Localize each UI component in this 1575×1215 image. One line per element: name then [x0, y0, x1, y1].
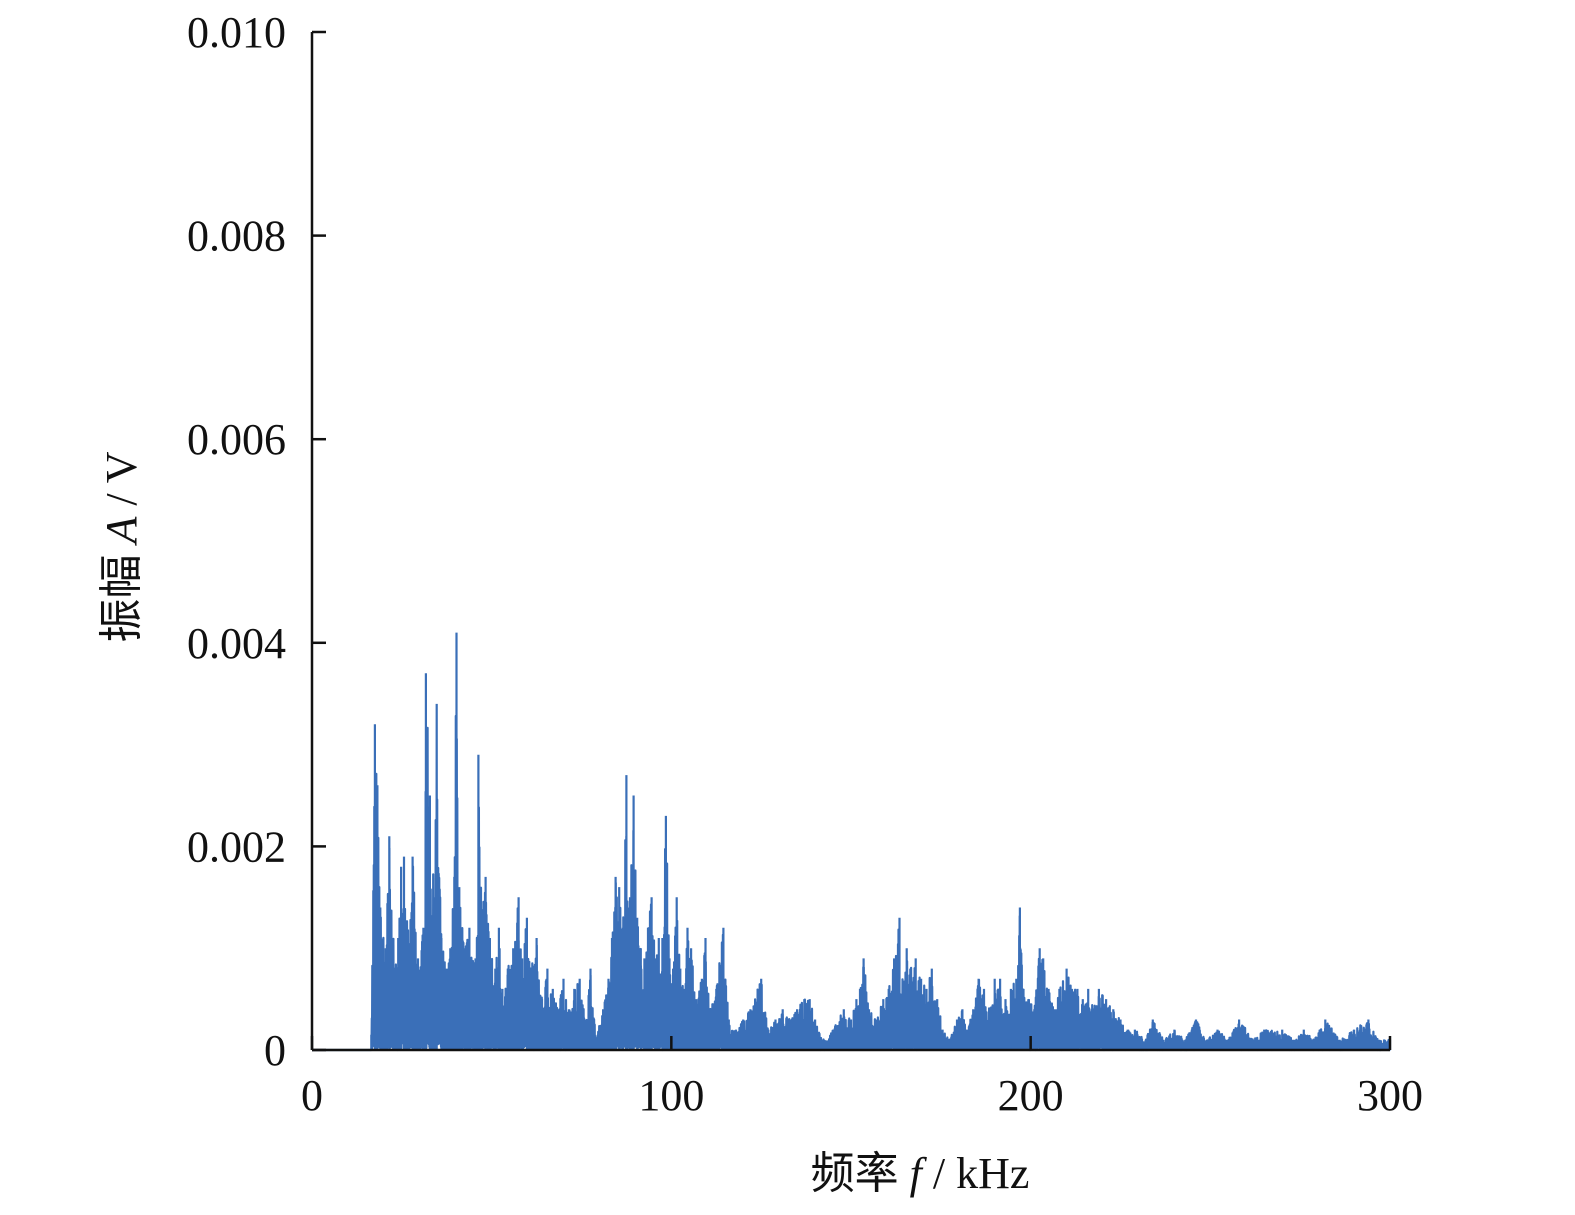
x-axis-title: 频率 f / kHz [811, 1152, 1030, 1196]
series-line-0 [312, 632, 1392, 1052]
y-axis-title-prefix: 振幅 [97, 543, 146, 643]
x-tick-label: 300 [1357, 1071, 1423, 1120]
y-tick-label: 0 [264, 1026, 286, 1075]
x-tick-label: 100 [638, 1071, 704, 1120]
y-tick-label: 0.002 [187, 822, 286, 871]
y-tick-label: 0.008 [187, 212, 286, 261]
y-axis-title-unit: / V [97, 451, 146, 517]
y-axis-ticks: 0 0.002 0.004 0.006 0.008 0.010 [187, 8, 326, 1075]
x-axis-title-unit: / kHz [921, 1149, 1030, 1198]
x-axis-title-prefix: 频率 [810, 1149, 910, 1198]
series-group [312, 632, 1392, 1052]
y-tick-label: 0.006 [187, 415, 286, 464]
y-tick-label: 0.004 [187, 619, 286, 668]
x-axis-ticks: 0 100 200 300 [301, 1036, 1423, 1120]
y-axis-title: 振幅 A / V [97, 451, 146, 643]
x-axis-title-variable: f [909, 1149, 922, 1198]
x-tick-label: 0 [301, 1071, 323, 1120]
y-tick-label: 0.010 [187, 8, 286, 57]
y-axis-title-variable: A [97, 516, 146, 544]
x-tick-label: 200 [998, 1071, 1064, 1120]
